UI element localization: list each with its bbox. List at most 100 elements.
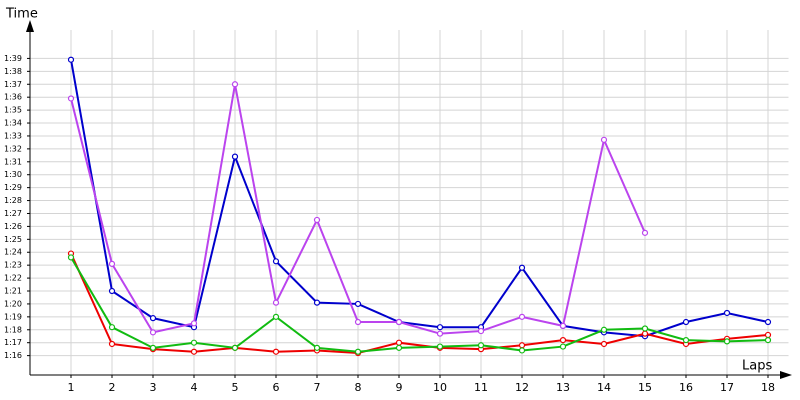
point [477, 342, 485, 349]
y-tick-label: 1:28 [4, 196, 22, 205]
x-tick-label: 16 [679, 381, 693, 394]
point [313, 216, 321, 224]
point [395, 318, 403, 326]
x-tick-label: 11 [474, 381, 488, 394]
point [641, 229, 649, 236]
point [477, 327, 485, 335]
x-tick-label: 1 [68, 381, 75, 394]
y-tick-label: 1:21 [4, 287, 22, 296]
y-tick-label: 1:38 [4, 67, 22, 76]
point [436, 343, 444, 350]
point [313, 299, 321, 306]
x-tick-label: 7 [314, 381, 321, 394]
y-tick-label: 1:35 [4, 106, 22, 115]
y-axis-label: Time [5, 7, 38, 22]
y-tick-label: 1:39 [4, 54, 22, 63]
point [641, 325, 649, 332]
y-tick-label: 1:19 [4, 312, 22, 321]
x-axis-arrow [780, 371, 792, 379]
y-tick-label: 1:25 [4, 235, 22, 244]
point [149, 315, 157, 322]
point [231, 153, 239, 160]
y-tick-label: 1:30 [4, 170, 22, 179]
point [518, 313, 526, 320]
x-tick-label: 3 [150, 381, 157, 394]
point [559, 337, 567, 344]
y-tick-label: 1:18 [4, 325, 22, 334]
point [149, 329, 157, 336]
x-tick-label: 14 [597, 381, 611, 394]
y-tick-label: 1:33 [4, 131, 22, 140]
x-tick-label: 15 [638, 381, 652, 394]
y-tick-label: 1:26 [4, 222, 22, 231]
point [272, 258, 280, 265]
point [190, 339, 198, 346]
point [67, 95, 75, 102]
point [354, 348, 362, 355]
point [231, 344, 239, 351]
x-axis-label: Laps [742, 359, 772, 374]
x-tick-label: 6 [273, 381, 280, 394]
y-tick-label: 1:27 [4, 209, 22, 218]
y-tick-label: 1:37 [4, 80, 22, 89]
point [559, 343, 567, 350]
point [682, 318, 690, 326]
point [272, 299, 280, 306]
point [108, 340, 116, 348]
x-tick-label: 12 [515, 381, 529, 394]
point [354, 318, 362, 326]
point [518, 342, 526, 349]
point [600, 340, 608, 348]
grid: 1:16 1:17 1:18 1:19 1:20 1:21 1:22 1:23 1:24 1:25… [4, 30, 789, 394]
y-tick-label: 1:23 [4, 261, 22, 270]
point [67, 56, 75, 63]
x-tick-label: 17 [720, 381, 734, 394]
y-tick-label: 1:17 [4, 338, 22, 347]
point [764, 331, 772, 339]
point [436, 324, 444, 331]
point [682, 337, 690, 344]
point [149, 344, 157, 351]
point [518, 264, 526, 271]
point [395, 344, 403, 351]
x-tick-label: 18 [761, 381, 775, 394]
point [354, 300, 362, 308]
point [231, 81, 239, 88]
y-tick-label: 1:29 [4, 183, 22, 192]
point [190, 348, 198, 355]
point [272, 348, 280, 355]
y-tick-label: 1:34 [4, 119, 22, 128]
point [600, 326, 608, 333]
point [559, 322, 567, 329]
point [764, 318, 772, 326]
x-tick-label: 8 [355, 381, 362, 394]
x-tick-label: 10 [433, 381, 447, 394]
point [313, 344, 321, 351]
point [723, 309, 731, 317]
y-axis-arrow [26, 20, 34, 32]
y-tick-label: 1:20 [4, 299, 22, 308]
point [108, 260, 116, 267]
point [272, 313, 280, 320]
point [395, 339, 403, 346]
point [436, 330, 444, 337]
point [600, 136, 608, 143]
point [723, 338, 731, 345]
y-tick-label: 1:32 [4, 144, 22, 153]
point [108, 324, 116, 331]
point [518, 347, 526, 354]
x-tick-label: 2 [109, 381, 116, 394]
series-line [70, 59, 769, 338]
y-tick-label: 1:16 [4, 351, 22, 360]
series-line [70, 253, 769, 355]
point [641, 330, 649, 337]
plot [67, 56, 772, 357]
point [108, 287, 116, 295]
x-tick-label: 9 [396, 381, 403, 394]
x-tick-label: 13 [556, 381, 570, 394]
y-tick-label: 1:22 [4, 274, 22, 283]
point [764, 337, 772, 344]
x-tick-label: 5 [232, 381, 239, 394]
y-tick-label: 1:24 [4, 248, 22, 257]
